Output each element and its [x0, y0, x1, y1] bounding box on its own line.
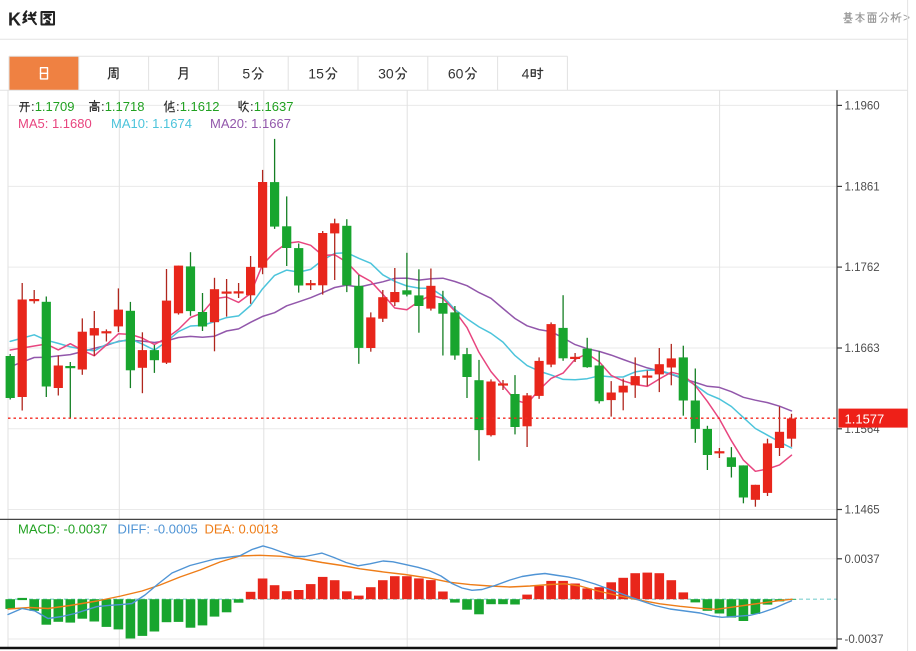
svg-text:1.1465: 1.1465 [845, 505, 880, 517]
svg-text:1.1637: 1.1637 [254, 99, 294, 114]
svg-text:0.0037: 0.0037 [845, 554, 880, 566]
svg-text:>: > [903, 11, 910, 25]
svg-text:MA5: 1.1680: MA5: 1.1680 [18, 116, 92, 131]
svg-text:DIFF: -0.0005: DIFF: -0.0005 [118, 522, 198, 537]
svg-text:DEA: 0.0013: DEA: 0.0013 [205, 522, 279, 537]
svg-text:1.1718: 1.1718 [105, 99, 145, 114]
svg-text:1.1861: 1.1861 [845, 181, 880, 193]
svg-text:MA10: 1.1674: MA10: 1.1674 [111, 116, 192, 131]
svg-text:1.1709: 1.1709 [35, 99, 75, 114]
svg-text::: : [31, 99, 35, 114]
svg-text:4: 4 [522, 65, 530, 81]
svg-text:1.1663: 1.1663 [845, 343, 880, 355]
svg-text:1.1577: 1.1577 [845, 411, 885, 426]
svg-text:60: 60 [448, 65, 464, 81]
svg-text::: : [101, 99, 105, 114]
svg-text:1.1960: 1.1960 [845, 100, 880, 112]
svg-text:MA20: 1.1667: MA20: 1.1667 [210, 116, 291, 131]
svg-text:-0.0037: -0.0037 [845, 634, 884, 646]
svg-text::: : [176, 99, 180, 114]
svg-text::: : [250, 99, 254, 114]
svg-text:MACD: -0.0037: MACD: -0.0037 [18, 522, 108, 537]
svg-text:1.1612: 1.1612 [180, 99, 220, 114]
svg-text:1.1762: 1.1762 [845, 262, 880, 274]
svg-text:30: 30 [378, 65, 394, 81]
svg-text:15: 15 [308, 65, 324, 81]
svg-text:5: 5 [242, 65, 250, 81]
svg-text:K: K [8, 10, 21, 30]
